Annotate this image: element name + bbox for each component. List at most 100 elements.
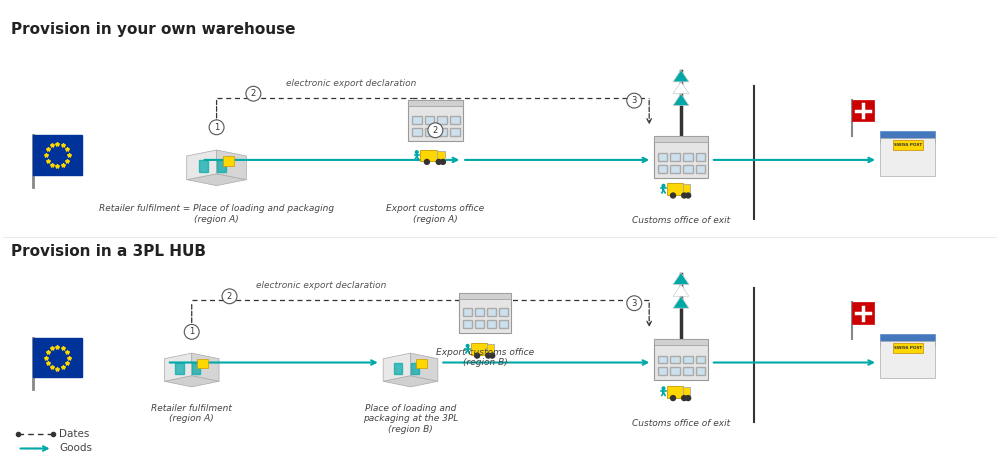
Circle shape [671,396,676,401]
FancyBboxPatch shape [683,184,690,194]
Bar [192,363,200,374]
Bar [696,356,705,364]
Bar [696,153,705,161]
FancyBboxPatch shape [33,135,82,175]
Circle shape [424,159,429,164]
Bar [658,153,667,161]
Text: SWISS POST: SWISS POST [894,346,922,350]
Circle shape [627,296,642,310]
Polygon shape [673,284,689,296]
Circle shape [246,86,261,101]
Bar [683,153,693,161]
FancyBboxPatch shape [667,386,683,398]
Circle shape [490,353,495,358]
Text: Place of loading and
packaging at the 3PL
(region B): Place of loading and packaging at the 3P… [363,404,458,434]
Circle shape [486,353,491,358]
Circle shape [671,193,676,198]
Text: 2: 2 [251,89,256,98]
Bar [670,153,680,161]
Text: 1: 1 [189,328,194,337]
Circle shape [222,289,237,304]
Text: electronic export declaration: electronic export declaration [286,79,417,88]
Circle shape [184,325,199,339]
Text: Customs office of exit: Customs office of exit [632,216,730,225]
Text: Provision in your own warehouse: Provision in your own warehouse [11,21,295,36]
Bar [654,136,708,142]
FancyBboxPatch shape [654,339,708,380]
Bar [475,320,484,328]
Bar [487,308,496,316]
Text: 3: 3 [632,96,637,105]
Circle shape [686,396,691,401]
Polygon shape [673,70,689,82]
Bar [658,165,667,173]
FancyBboxPatch shape [459,293,511,333]
Bar [425,117,434,124]
Bar [416,359,427,368]
Text: Goods: Goods [59,444,92,454]
Bar [459,293,511,299]
Text: Dates: Dates [59,428,90,438]
FancyBboxPatch shape [852,100,874,121]
Bar [658,356,667,364]
Bar [437,117,447,124]
Bar [475,308,484,316]
Bar [683,367,693,375]
Text: Export customs office
(region A): Export customs office (region A) [386,204,484,224]
Polygon shape [217,150,246,180]
Circle shape [682,396,687,401]
Text: Retailer fulfilment
(region A): Retailer fulfilment (region A) [151,404,232,423]
Circle shape [209,120,224,135]
Circle shape [662,387,665,390]
Polygon shape [411,353,438,381]
Bar [408,100,463,106]
Polygon shape [673,94,689,106]
FancyBboxPatch shape [893,140,923,150]
Circle shape [627,93,642,108]
Polygon shape [164,353,192,381]
FancyBboxPatch shape [667,183,683,195]
Bar [670,356,680,364]
Polygon shape [673,273,689,284]
Text: 3: 3 [632,299,637,308]
Bar [394,363,402,374]
FancyBboxPatch shape [852,302,874,324]
Circle shape [682,193,687,198]
Bar [487,320,496,328]
Bar [499,320,508,328]
Polygon shape [673,296,689,308]
Bar [499,308,508,316]
Text: 2: 2 [227,292,232,301]
Circle shape [415,151,418,154]
FancyBboxPatch shape [437,151,445,160]
Bar [425,128,434,136]
Bar [197,359,208,368]
Bar [199,160,208,172]
Bar [412,128,422,136]
FancyBboxPatch shape [683,387,690,397]
Circle shape [440,159,445,164]
Text: electronic export declaration: electronic export declaration [256,282,387,291]
Text: Customs office of exit: Customs office of exit [632,419,730,428]
Bar [658,367,667,375]
Polygon shape [187,174,246,186]
FancyBboxPatch shape [880,341,935,378]
Bar [670,367,680,375]
Text: SWISS POST: SWISS POST [894,143,922,147]
Bar [696,367,705,375]
Polygon shape [164,376,219,387]
Bar [670,165,680,173]
Bar [683,165,693,173]
Polygon shape [383,376,438,387]
FancyBboxPatch shape [420,149,437,161]
Bar [223,156,234,166]
Bar [450,117,460,124]
Circle shape [662,184,665,187]
Polygon shape [192,353,219,381]
FancyBboxPatch shape [880,131,935,143]
Bar [463,320,472,328]
Bar [450,128,460,136]
Bar [412,117,422,124]
Text: 1: 1 [214,123,219,132]
FancyBboxPatch shape [654,136,708,178]
